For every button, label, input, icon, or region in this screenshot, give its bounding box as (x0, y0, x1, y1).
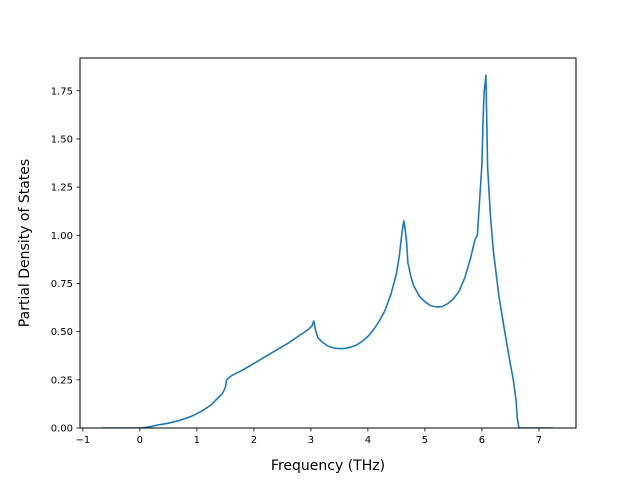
y-tick-label: 0.00 (51, 424, 73, 435)
x-tick-label: 6 (479, 435, 485, 446)
x-tick-label: 0 (137, 435, 143, 446)
y-tick-label: 1.75 (51, 86, 73, 97)
axes-frame (79, 57, 577, 429)
y-tick-label: 1.00 (51, 231, 73, 242)
x-tick-label: 5 (422, 435, 428, 446)
x-axis-label: Frequency (THz) (271, 458, 385, 474)
x-tick-label: 1 (194, 435, 200, 446)
x-tick-label: −1 (75, 435, 90, 446)
y-tick-label: 0.25 (51, 375, 73, 386)
plot-area (101, 74, 554, 428)
y-axis-ticks: 0.00 0.25 0.50 0.75 1.00 1.25 1.50 1.75 (51, 86, 80, 435)
x-tick-label: 3 (308, 435, 314, 446)
x-tick-label: 2 (251, 435, 257, 446)
pdos-series-line (101, 74, 554, 428)
x-axis-ticks: −1 0 1 2 3 4 5 6 7 (75, 428, 542, 446)
y-tick-label: 1.50 (51, 134, 73, 145)
y-axis-label: Partial Density of States (17, 159, 33, 327)
y-tick-label: 1.25 (51, 183, 73, 194)
y-tick-label: 0.75 (51, 279, 73, 290)
y-tick-label: 0.50 (51, 327, 73, 338)
x-tick-label: 4 (365, 435, 371, 446)
x-tick-label: 7 (536, 435, 542, 446)
